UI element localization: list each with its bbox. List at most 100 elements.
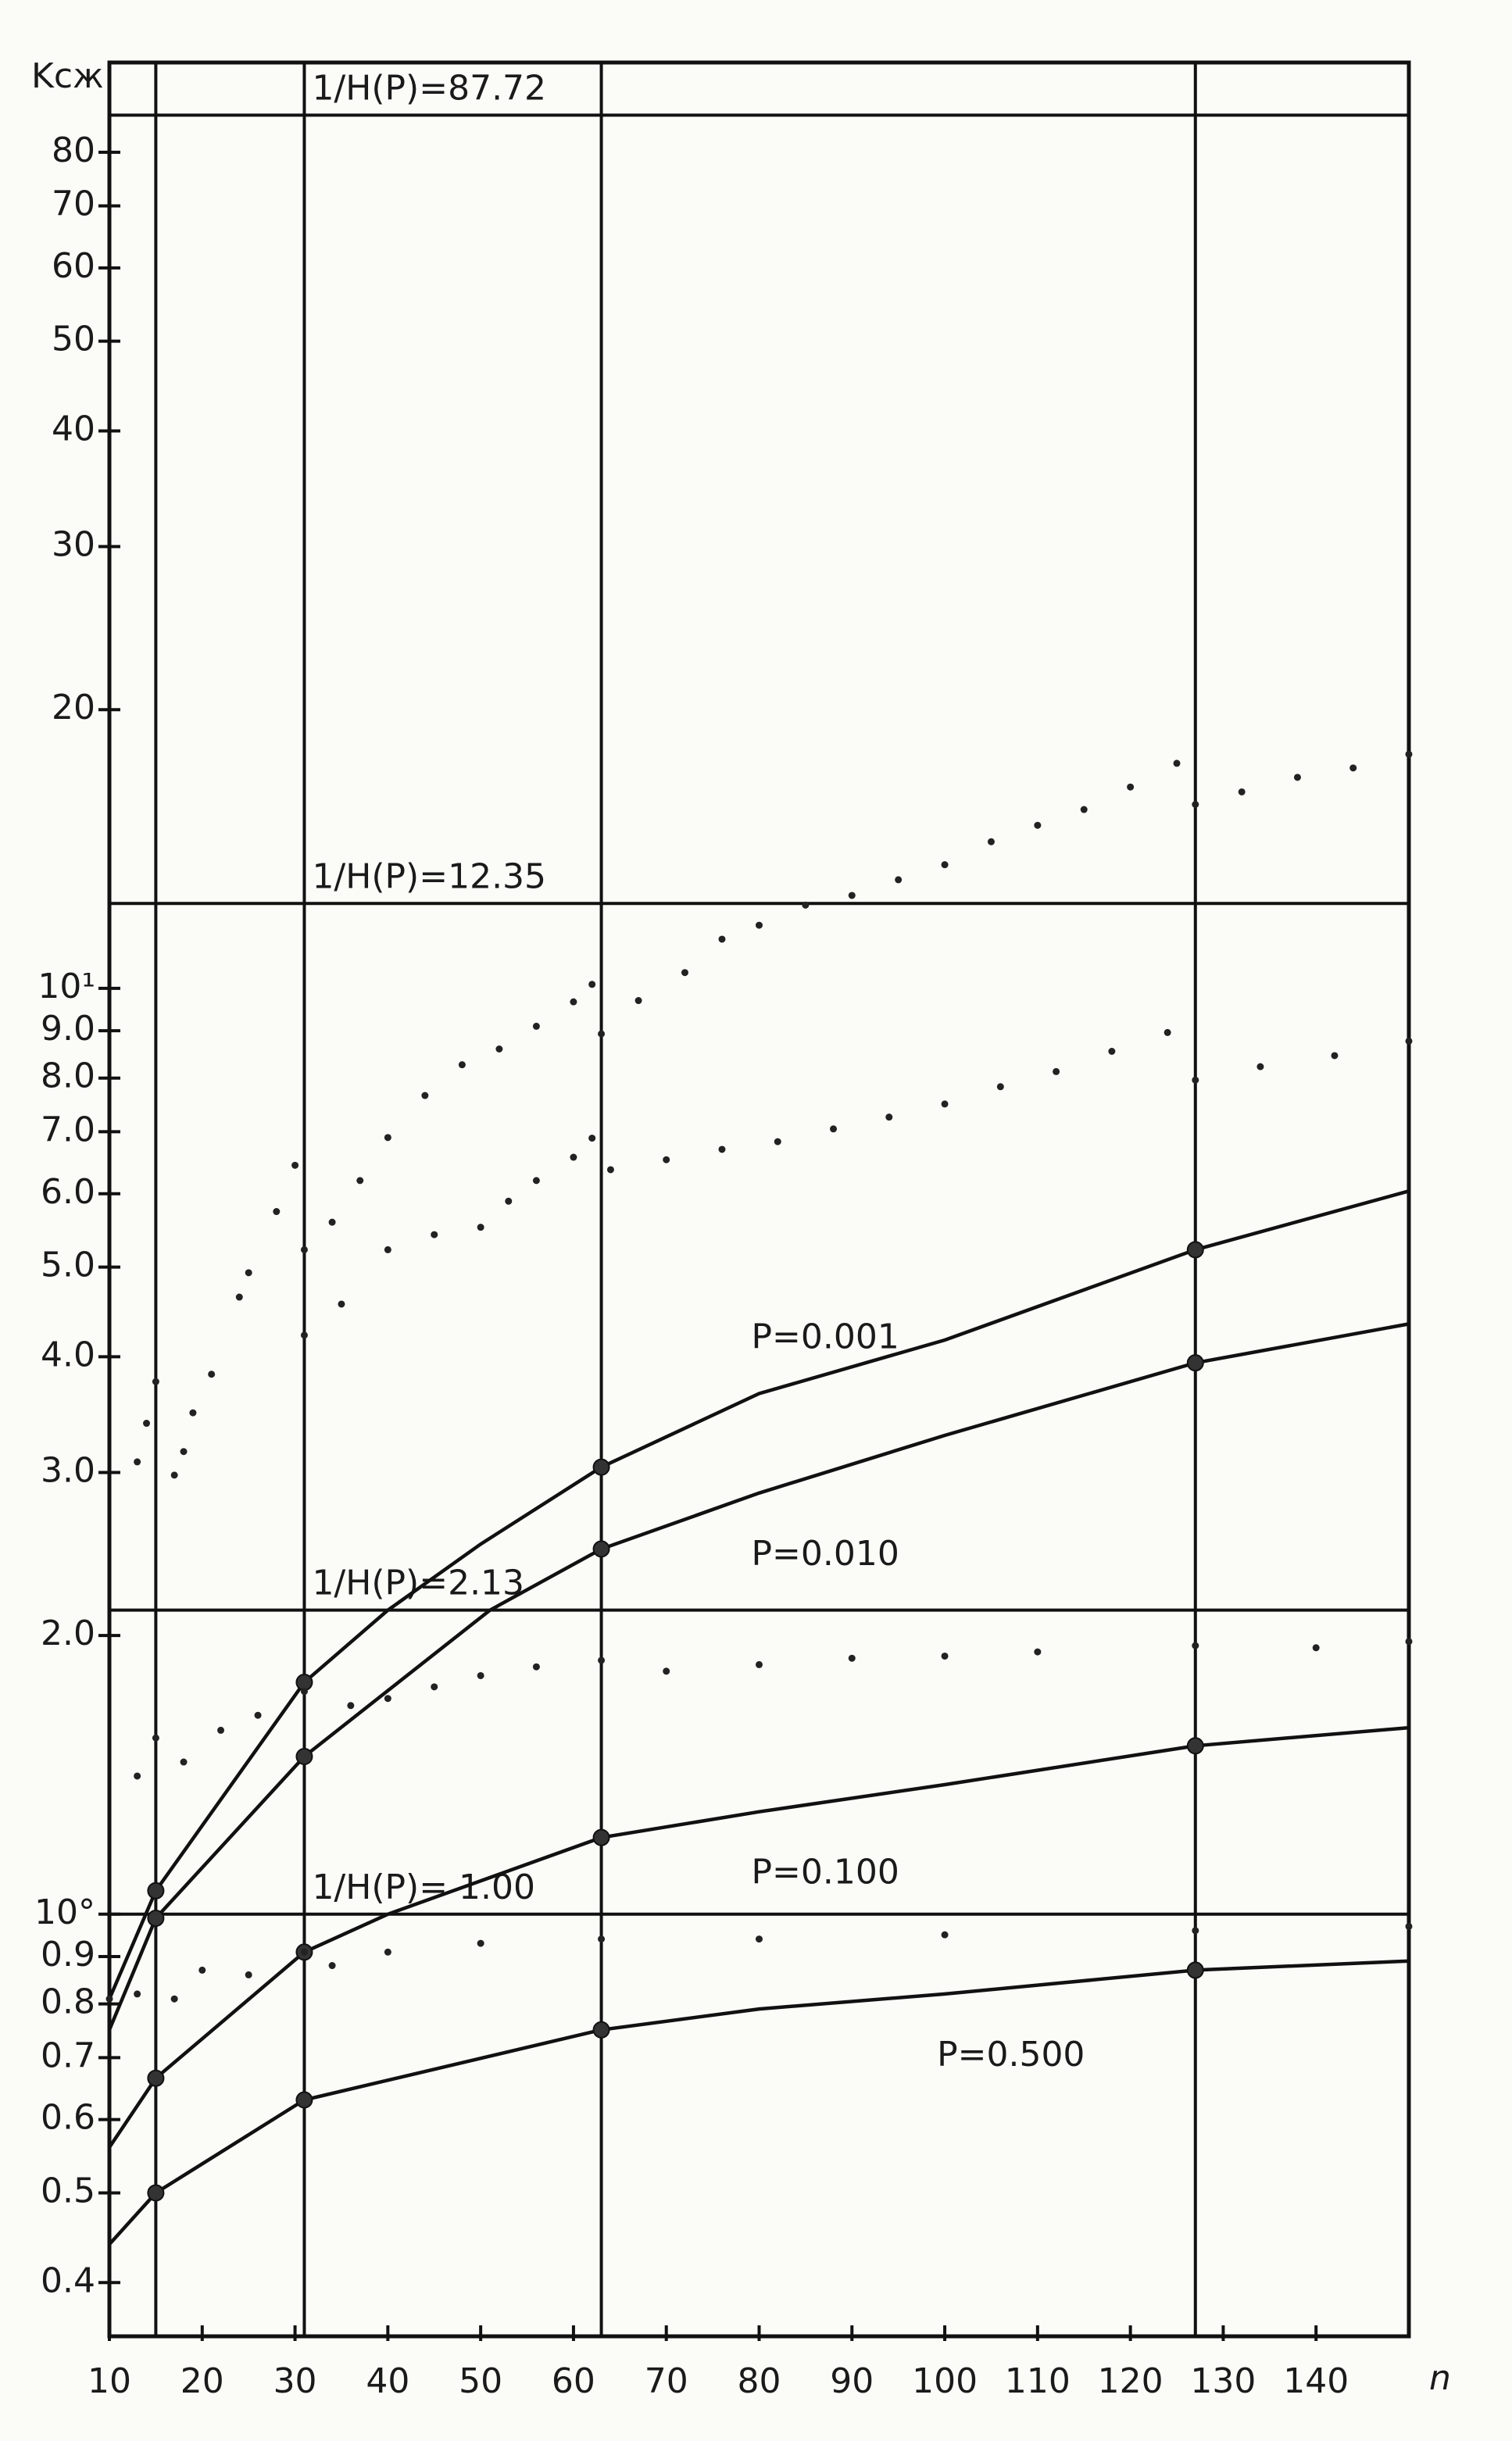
reference-label: 1/H(P)=87.72 — [312, 68, 546, 108]
y-tick-label: 10¹ — [38, 967, 95, 1006]
data-dot — [300, 1948, 308, 1956]
data-dot — [570, 998, 577, 1006]
x-tick-label: 80 — [738, 2361, 781, 2401]
data-dot — [848, 1654, 856, 1662]
data-dot — [848, 892, 856, 899]
curve-marker — [1186, 1354, 1204, 1372]
data-dot — [134, 1990, 141, 1998]
data-dot — [895, 876, 903, 884]
data-dot — [1127, 783, 1135, 791]
data-dot — [384, 1948, 391, 1956]
x-tick-label: 60 — [552, 2361, 595, 2401]
curve — [107, 1189, 1410, 2000]
data-dot — [1163, 1028, 1171, 1036]
data-dot — [756, 921, 763, 929]
curve — [108, 1959, 1410, 2246]
data-dot — [987, 838, 995, 845]
data-dot — [1080, 806, 1088, 813]
curve-marker — [295, 1748, 313, 1766]
x-tick-label: 110 — [1005, 2361, 1071, 2401]
reference-label: 1/H(P)=12.35 — [312, 856, 546, 896]
data-dot — [217, 1726, 225, 1734]
data-dot — [1405, 1037, 1413, 1045]
data-dot — [189, 1409, 197, 1417]
curve-label: P=0.100 — [752, 1853, 899, 1892]
data-dot — [300, 1331, 308, 1339]
data-dot — [384, 1246, 391, 1253]
data-dot — [1108, 1047, 1116, 1055]
curve-marker — [295, 1674, 313, 1692]
data-dot — [588, 1135, 596, 1142]
data-dot — [941, 861, 949, 869]
data-dot — [598, 1935, 606, 1943]
curve-marker — [592, 1828, 610, 1846]
data-dot — [634, 997, 642, 1005]
y-tick-label: 7.0 — [41, 1110, 95, 1149]
data-dot — [152, 1378, 159, 1385]
data-dot — [1238, 788, 1246, 795]
y-tick-label: 40 — [52, 409, 95, 449]
y-tick-label: 4.0 — [41, 1335, 95, 1374]
curve-marker — [592, 1540, 610, 1558]
y-tick-label: 80 — [52, 130, 95, 170]
x-tick-label: 140 — [1283, 2361, 1349, 2401]
data-dot — [598, 1657, 606, 1664]
data-dot — [458, 1061, 466, 1069]
data-dot — [588, 981, 596, 988]
data-dot — [291, 1161, 299, 1169]
y-tick-label: 60 — [52, 246, 95, 286]
data-dot — [532, 1022, 540, 1030]
data-dot — [338, 1300, 345, 1308]
curve-marker — [147, 2069, 165, 2087]
data-dot — [328, 1218, 336, 1226]
data-dot — [180, 1448, 188, 1456]
curve-marker — [592, 2021, 610, 2039]
data-dot — [152, 1734, 159, 1742]
data-dot — [431, 1683, 438, 1691]
data-dot — [941, 1652, 949, 1660]
data-dot — [431, 1231, 438, 1238]
x-tick-label: 70 — [645, 2361, 688, 2401]
y-tick-label: 20 — [52, 688, 95, 727]
y-tick-label: 0.7 — [41, 2035, 95, 2075]
data-dot — [774, 1138, 781, 1145]
data-dot — [1405, 750, 1413, 758]
data-dot — [1192, 1076, 1199, 1084]
x-tick-label: 90 — [830, 2361, 874, 2401]
y-tick-label: 6.0 — [41, 1172, 95, 1212]
data-dot — [300, 1688, 308, 1696]
data-dot — [885, 1113, 893, 1121]
data-dot — [245, 1971, 252, 1978]
data-dot — [606, 1166, 614, 1174]
data-dot — [477, 1671, 484, 1679]
y-tick-label: 0.4 — [41, 2261, 95, 2300]
data-dot — [663, 1667, 670, 1675]
data-dot — [421, 1092, 429, 1099]
data-dot — [830, 1125, 838, 1133]
data-dot — [495, 1045, 503, 1053]
data-dot — [208, 1371, 216, 1378]
x-tick-label: 130 — [1190, 2361, 1256, 2401]
data-dot — [1405, 1922, 1413, 1930]
data-dot — [598, 1030, 606, 1038]
data-dot — [532, 1177, 540, 1185]
curve-marker — [295, 2091, 313, 2109]
curve-label: P=0.001 — [752, 1317, 899, 1357]
data-dot — [756, 1660, 763, 1668]
curve-marker — [1186, 1737, 1204, 1755]
curve-marker — [147, 2184, 165, 2202]
x-tick-label: 30 — [273, 2361, 317, 2401]
data-dot — [1293, 774, 1301, 781]
data-dot — [347, 1702, 355, 1710]
curve-label: P=0.010 — [752, 1534, 899, 1574]
data-dot — [1034, 1648, 1042, 1656]
y-tick-label: 50 — [52, 320, 95, 359]
data-dot — [273, 1208, 281, 1216]
y-tick-label: 3.0 — [41, 1450, 95, 1490]
data-dot — [1053, 1067, 1060, 1075]
curve-marker — [147, 1909, 165, 1927]
data-dot — [681, 969, 688, 977]
y-tick-label: 9.0 — [41, 1009, 95, 1049]
x-tick-label: 10 — [88, 2361, 131, 2401]
